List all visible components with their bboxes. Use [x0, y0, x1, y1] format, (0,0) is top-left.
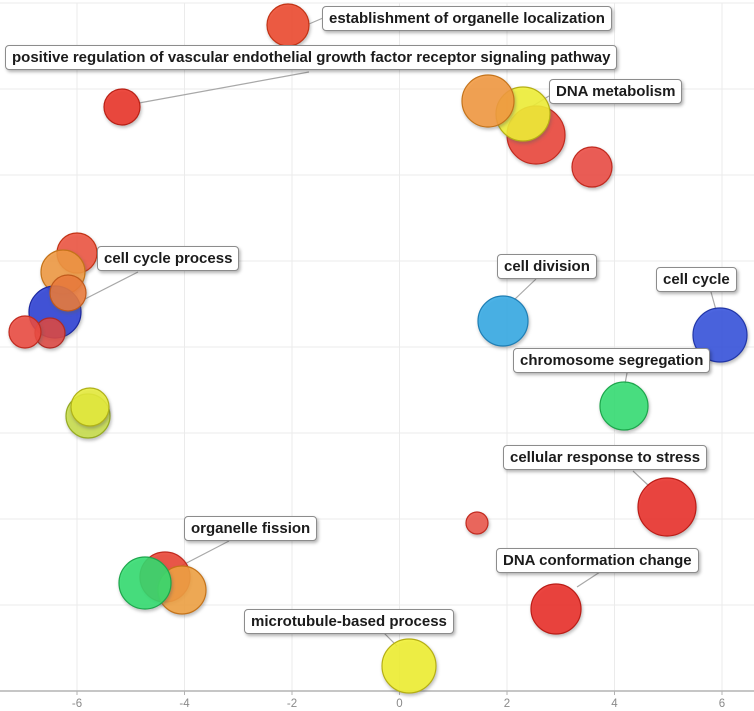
x-axis-tick-label: -2	[287, 698, 297, 710]
label-connector-line	[710, 291, 717, 311]
go-term-bubble-bubble[interactable]	[70, 387, 110, 427]
gridlines-layer	[0, 2, 754, 691]
label-connector-line	[138, 71, 310, 104]
label-connector-line	[632, 470, 650, 487]
go-term-label-positive-regulation-of-vascular-endothelia: positive regulation of vascular endothel…	[5, 45, 618, 70]
x-axis-tick-label: -6	[72, 698, 82, 710]
go-term-bubble-microtubule-based-process[interactable]	[381, 638, 437, 694]
go-term-label-organelle-fission: organelle fission	[184, 516, 318, 541]
x-axis-tick-label: 6	[719, 698, 725, 710]
go-term-bubble-bubble[interactable]	[465, 511, 489, 535]
connector-lines-layer	[84, 17, 717, 647]
go-term-label-establishment-of-organelle-localization: establishment of organelle localization	[322, 6, 612, 31]
go-term-label-cell-division: cell division	[497, 254, 597, 279]
label-connector-line	[308, 17, 324, 25]
label-connector-line	[576, 571, 601, 588]
go-term-bubble-dna-conformation-change[interactable]	[530, 583, 582, 635]
go-term-label-cellular-response-to-stress: cellular response to stress	[503, 445, 708, 470]
go-term-label-microtubule-based-process: microtubule-based process	[244, 609, 454, 634]
label-connector-line	[84, 271, 139, 300]
x-axis-tick-label: 0	[396, 698, 402, 710]
x-axis-tick-label: 2	[504, 698, 510, 710]
label-connector-line	[513, 278, 537, 301]
go-term-bubble-cellular-response-to-stress[interactable]	[637, 477, 697, 537]
go-term-label-dna-conformation-change: DNA conformation change	[496, 548, 699, 573]
go-term-bubble-bubble[interactable]	[118, 556, 172, 610]
bubbles-layer	[8, 3, 748, 694]
go-term-bubble-cell-cycle-process[interactable]	[49, 274, 87, 312]
go-term-bubble-chromosome-segregation[interactable]	[599, 381, 649, 431]
go-term-bubble-bubble[interactable]	[571, 146, 613, 188]
x-axis-tick-label: -4	[179, 698, 190, 710]
go-term-label-dna-metabolism: DNA metabolism	[549, 79, 683, 104]
go-term-label-cell-cycle-process: cell cycle process	[97, 246, 240, 271]
go-term-bubble-dna-metabolism[interactable]	[461, 74, 515, 128]
go-term-bubble-positive-regulation-of-vascular-endothelia[interactable]	[103, 88, 141, 126]
x-axis-tick-label: 4	[611, 698, 618, 710]
x-axis-tick-labels: -6 -4 -2 0 2 4 6	[72, 698, 725, 710]
go-term-bubble-establishment-of-organelle-localization[interactable]	[266, 3, 310, 47]
go-term-label-cell-cycle: cell cycle	[656, 267, 737, 292]
go-term-bubble-cell-division[interactable]	[477, 295, 529, 347]
go-term-bubble-bubble[interactable]	[8, 315, 42, 349]
x-axis	[0, 690, 754, 695]
go-term-label-chromosome-segregation: chromosome segregation	[513, 348, 711, 373]
